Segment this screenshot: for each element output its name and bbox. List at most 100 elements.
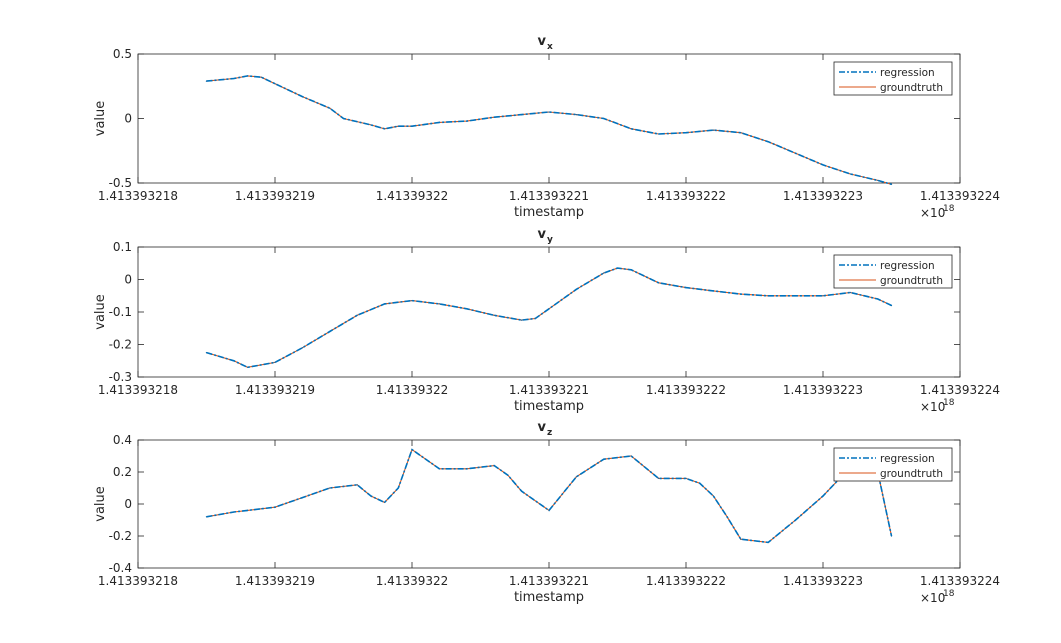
y-tick-label: 0 — [124, 273, 132, 287]
x-tick-label: 1.413393218 — [98, 574, 178, 588]
data-point-regression — [767, 541, 769, 544]
data-point-regression — [890, 535, 893, 537]
data-point-regression — [205, 352, 208, 354]
x-tick-label: 1.413393223 — [783, 574, 863, 588]
data-point-regression — [411, 300, 413, 302]
data-point-regression — [699, 482, 701, 484]
y-axis-label: value — [93, 294, 108, 330]
data-point-regression — [493, 465, 495, 467]
data-point-regression — [575, 288, 578, 290]
data-point-regression — [877, 298, 879, 300]
chart-title-subscript: z — [547, 428, 552, 438]
data-point-regression — [260, 76, 262, 78]
data-point-regression — [712, 290, 715, 292]
y-tick-label: -0.2 — [109, 338, 132, 352]
x-tick-label: 1.413393219 — [235, 189, 315, 203]
data-point-regression — [384, 501, 386, 503]
data-point-regression — [575, 114, 578, 116]
plot-area-2 — [137, 246, 961, 378]
y-axis-label: value — [93, 101, 108, 137]
data-point-regression — [795, 152, 797, 154]
data-point-regression — [521, 490, 523, 492]
y-tick-label: 0 — [124, 497, 132, 511]
data-point-regression — [411, 449, 413, 451]
data-point-regression — [726, 516, 728, 518]
data-point-regression — [233, 511, 235, 513]
y-tick-label: 0.1 — [113, 240, 132, 254]
data-point-regression — [274, 361, 276, 363]
data-point-regression — [630, 128, 632, 130]
data-point-regression — [616, 267, 619, 269]
x-exponent-base: ×10 — [920, 400, 945, 414]
data-point-regression — [740, 538, 742, 540]
data-point-regression — [356, 314, 358, 316]
legend-box — [833, 447, 953, 482]
x-tick-label: 1.413393222 — [646, 383, 726, 397]
data-point-regression — [822, 495, 824, 497]
x-tick-label: 1.41339322 — [376, 189, 449, 203]
data-point-regression — [658, 133, 660, 135]
data-point-regression — [507, 474, 509, 476]
data-point-regression — [534, 317, 536, 320]
y-axis-label: value — [93, 486, 108, 522]
legend-label-groundtruth: groundtruth — [880, 275, 943, 287]
data-point-regression — [370, 495, 372, 497]
data-point-regression — [795, 519, 797, 521]
data-point-regression — [466, 468, 468, 470]
data-point-regression — [849, 173, 851, 175]
data-point-regression — [521, 114, 523, 116]
data-point-regression — [767, 141, 769, 143]
data-point-regression — [685, 477, 687, 479]
data-point-regression — [342, 117, 345, 120]
x-exponent-power: 18 — [943, 589, 955, 599]
data-point-regression — [370, 124, 372, 126]
data-point-regression — [603, 272, 605, 274]
y-tick-label: 0.2 — [113, 465, 132, 479]
x-tick-label: 1.413393221 — [509, 189, 589, 203]
data-point-regression — [548, 111, 550, 113]
data-point-regression — [740, 293, 742, 295]
data-point-regression — [247, 75, 249, 77]
legend-box — [833, 61, 953, 96]
chart-title: v — [538, 34, 547, 49]
data-point-regression — [247, 509, 249, 511]
data-point-regression — [630, 269, 632, 271]
y-tick-label: 0.5 — [113, 47, 132, 61]
x-tick-label: 1.41339322 — [376, 574, 449, 588]
data-point-regression — [795, 295, 797, 297]
data-point-regression — [603, 458, 605, 460]
y-tick-label: -0.5 — [109, 176, 132, 190]
x-tick-label: 1.413393218 — [98, 189, 178, 203]
data-point-regression — [658, 282, 660, 284]
data-point-regression — [466, 308, 468, 310]
data-point-regression — [890, 183, 893, 185]
x-exponent-base: ×10 — [920, 206, 945, 220]
x-tick-label: 1.413393224 — [920, 383, 1000, 397]
data-point-regression — [205, 516, 208, 518]
data-point-regression — [890, 304, 893, 307]
data-point-regression — [397, 125, 399, 127]
y-tick-label: -0.2 — [109, 529, 132, 543]
x-tick-label: 1.413393219 — [235, 574, 315, 588]
x-axis-label: timestamp — [514, 205, 584, 220]
data-point-regression — [438, 121, 440, 123]
legend-label-groundtruth: groundtruth — [880, 468, 943, 480]
y-tick-label: 0.4 — [113, 433, 132, 447]
data-point-regression — [233, 77, 235, 80]
data-point-regression — [205, 80, 208, 82]
data-point-regression — [822, 295, 824, 297]
x-tick-label: 1.413393224 — [920, 574, 1000, 588]
y-tick-label: -0.4 — [109, 561, 132, 575]
data-point-regression — [247, 366, 249, 368]
legend-label-regression: regression — [880, 67, 935, 79]
series-line-regression — [206, 75, 892, 186]
data-point-regression — [301, 497, 304, 499]
x-tick-label: 1.41339322 — [376, 383, 449, 397]
data-point-regression — [685, 132, 687, 134]
data-point-regression — [260, 508, 262, 510]
data-point-regression — [712, 495, 715, 497]
x-exponent-power: 18 — [943, 204, 955, 214]
data-point-regression — [548, 509, 550, 511]
y-tick-label: -0.3 — [109, 370, 132, 384]
